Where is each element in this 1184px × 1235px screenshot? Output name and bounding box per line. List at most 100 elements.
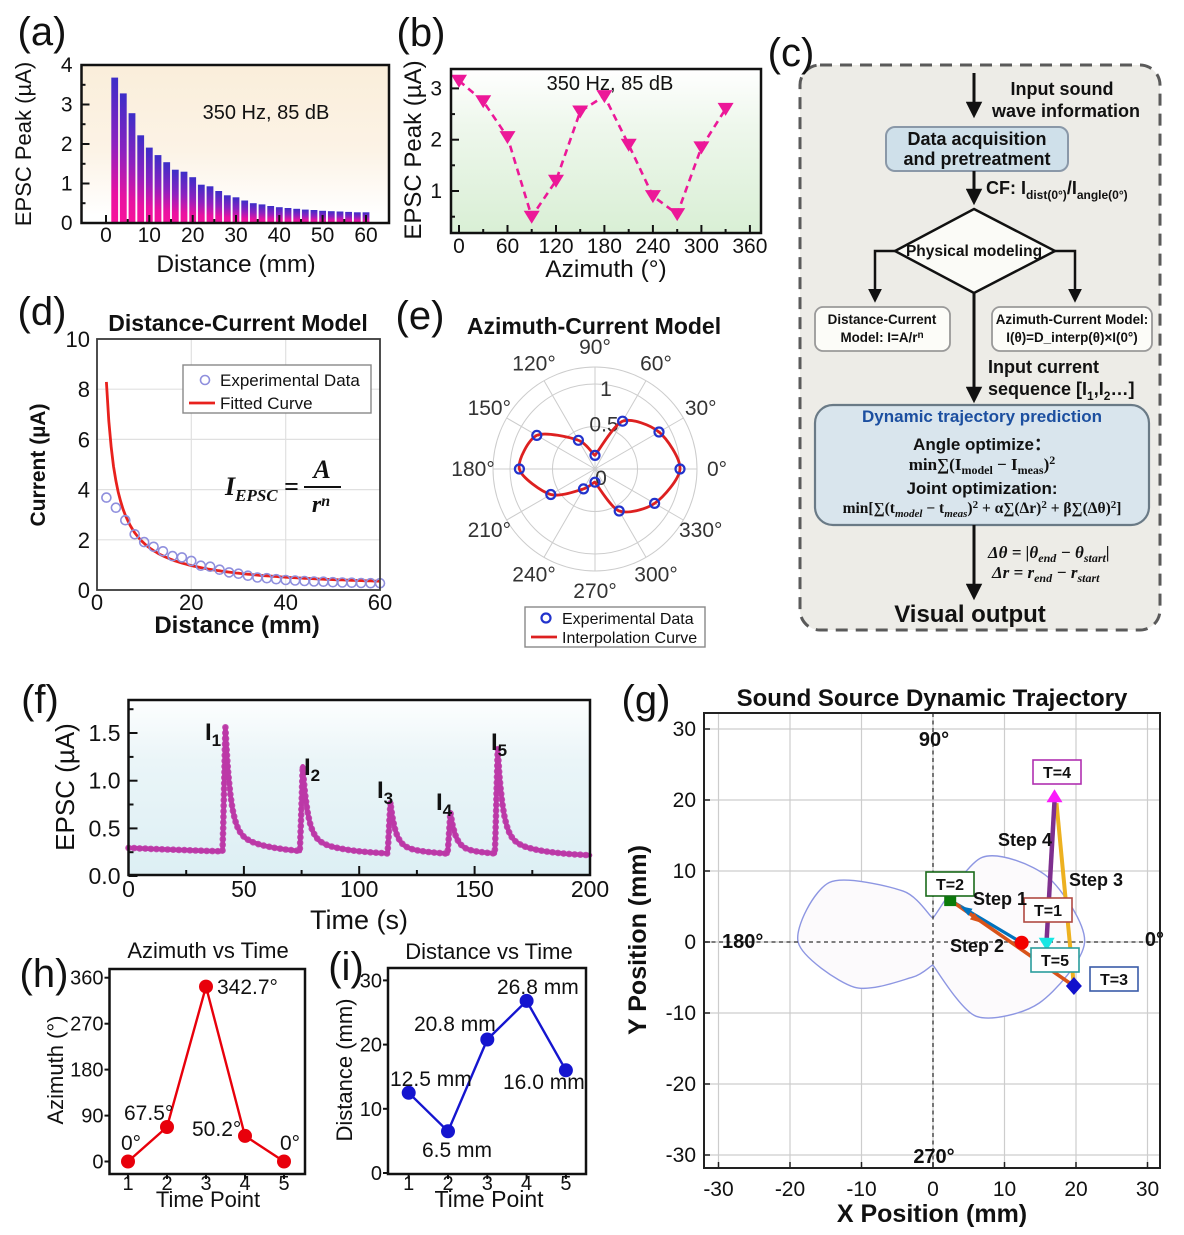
svg-text:-30: -30: [666, 1144, 696, 1167]
svg-text:50.2°: 50.2°: [192, 1118, 241, 1141]
svg-text:1.5: 1.5: [89, 720, 121, 746]
svg-text:3: 3: [482, 1173, 493, 1195]
svg-text:Time Point: Time Point: [434, 1186, 544, 1212]
svg-text:-10: -10: [846, 1178, 876, 1201]
svg-text:min[∑(tmodel − tmeas)2 + α∑(Δr: min[∑(tmodel − tmeas)2 + α∑(Δr)2 + β∑(Δθ…: [843, 499, 1122, 520]
svg-text:6: 6: [78, 427, 90, 452]
svg-text:0: 0: [927, 1178, 939, 1201]
svg-text:Model: I=A/rn: Model: I=A/rn: [840, 330, 923, 345]
svg-text:EPSC Peak (µA): EPSC Peak (µA): [11, 62, 36, 226]
svg-text:20: 20: [360, 1035, 382, 1057]
svg-text:0.5: 0.5: [89, 815, 121, 841]
svg-text:Distance (mm): Distance (mm): [154, 612, 319, 639]
svg-text:-30: -30: [703, 1178, 733, 1201]
svg-text:360: 360: [70, 968, 103, 990]
svg-text:Experimental Data: Experimental Data: [562, 611, 694, 628]
svg-text:200: 200: [571, 876, 609, 902]
svg-text:Δθ = |θend − θstart|: Δθ = |θend − θstart|: [987, 543, 1110, 565]
svg-text:20: 20: [1064, 1178, 1087, 1201]
svg-text:350 Hz, 85 dB: 350 Hz, 85 dB: [547, 73, 674, 95]
svg-text:T=5: T=5: [1041, 953, 1069, 970]
svg-text:3: 3: [430, 77, 442, 100]
svg-text:2: 2: [78, 528, 90, 553]
svg-text:90: 90: [81, 1106, 103, 1128]
svg-text:6.5 mm: 6.5 mm: [422, 1139, 492, 1162]
svg-text:Distance vs Time: Distance vs Time: [405, 939, 573, 964]
svg-text:10: 10: [66, 327, 90, 352]
svg-text:Azimuth (°): Azimuth (°): [545, 256, 666, 283]
svg-text:50: 50: [231, 876, 257, 902]
svg-text:Distance (mm): Distance (mm): [156, 251, 315, 278]
svg-text:300°: 300°: [634, 564, 677, 587]
svg-text:1: 1: [600, 378, 612, 401]
svg-text:Azimuth-Current Model: Azimuth-Current Model: [467, 313, 721, 339]
svg-text:0°: 0°: [280, 1132, 300, 1155]
svg-text:(a): (a): [18, 10, 67, 54]
svg-text:0: 0: [595, 467, 607, 490]
svg-text:50: 50: [311, 224, 334, 247]
svg-text:210°: 210°: [468, 519, 511, 542]
svg-text:60: 60: [354, 224, 377, 247]
svg-text:T=4: T=4: [1043, 765, 1071, 782]
svg-text:30: 30: [673, 718, 696, 741]
svg-text:40: 40: [268, 224, 291, 247]
svg-text:0: 0: [371, 1163, 382, 1185]
svg-text:Step 1: Step 1: [973, 889, 1027, 909]
svg-text:Distance-Current: Distance-Current: [828, 312, 937, 327]
svg-text:A: A: [311, 455, 330, 484]
svg-text:Input sound: Input sound: [1011, 79, 1114, 99]
svg-text:1: 1: [122, 1173, 133, 1195]
svg-text:180°: 180°: [451, 458, 494, 481]
svg-text:67.5°: 67.5°: [124, 1102, 173, 1125]
svg-text:Input current: Input current: [988, 357, 1099, 377]
svg-text:60: 60: [368, 590, 392, 615]
svg-text:0: 0: [100, 224, 112, 247]
svg-text:Dynamic trajectory prediction: Dynamic trajectory prediction: [862, 407, 1102, 426]
svg-text:(d): (d): [18, 290, 67, 334]
svg-text:0: 0: [684, 931, 696, 954]
svg-text:120: 120: [538, 235, 573, 258]
svg-text:10: 10: [993, 1178, 1016, 1201]
svg-text:3: 3: [200, 1173, 211, 1195]
svg-text:0°: 0°: [707, 458, 727, 481]
svg-text:EPSC Peak (µA): EPSC Peak (µA): [400, 60, 427, 239]
svg-text:4: 4: [521, 1173, 532, 1195]
svg-text:30: 30: [1136, 1178, 1159, 1201]
svg-text:0: 0: [78, 578, 90, 603]
svg-text:X Position (mm): X Position (mm): [837, 1200, 1027, 1228]
svg-text:0.5: 0.5: [589, 414, 618, 437]
svg-text:60: 60: [496, 235, 519, 258]
svg-text:(g): (g): [622, 678, 671, 722]
svg-text:-20: -20: [775, 1178, 805, 1201]
svg-text:1: 1: [430, 180, 442, 203]
svg-text:150: 150: [455, 876, 493, 902]
svg-text:30: 30: [360, 970, 382, 992]
svg-text:360: 360: [732, 235, 767, 258]
svg-text:10: 10: [138, 224, 161, 247]
svg-text:180: 180: [587, 235, 622, 258]
svg-text:60°: 60°: [640, 352, 672, 375]
svg-text:wave information: wave information: [991, 101, 1140, 121]
svg-text:(f): (f): [21, 678, 59, 722]
svg-text:2: 2: [61, 133, 73, 156]
svg-text:Joint optimization:: Joint optimization:: [906, 479, 1057, 498]
svg-text:0: 0: [61, 212, 73, 235]
svg-text:0: 0: [92, 1152, 103, 1174]
svg-text:Azimuth vs Time: Azimuth vs Time: [127, 938, 288, 963]
svg-text:and pretreatment: and pretreatment: [903, 149, 1050, 169]
svg-text:Azimuth (°): Azimuth (°): [43, 1015, 68, 1124]
svg-text:Y Position (mm): Y Position (mm): [624, 845, 652, 1035]
svg-text:0: 0: [91, 590, 103, 615]
svg-text:30: 30: [224, 224, 247, 247]
svg-text:330°: 330°: [679, 519, 722, 542]
svg-text:0: 0: [453, 235, 465, 258]
svg-text:I(θ)=D_interp(θ)×I(0°): I(θ)=D_interp(θ)×I(0°): [1006, 330, 1137, 345]
svg-text:Time Point: Time Point: [156, 1187, 260, 1212]
svg-text:2: 2: [442, 1173, 453, 1195]
svg-text:180°: 180°: [722, 931, 763, 953]
svg-text:5: 5: [278, 1173, 289, 1195]
svg-text:EPSC (µA): EPSC (µA): [50, 723, 80, 851]
svg-text:20: 20: [673, 789, 696, 812]
svg-text:0.0: 0.0: [89, 863, 121, 889]
svg-text:Physical modeling: Physical modeling: [906, 243, 1042, 260]
